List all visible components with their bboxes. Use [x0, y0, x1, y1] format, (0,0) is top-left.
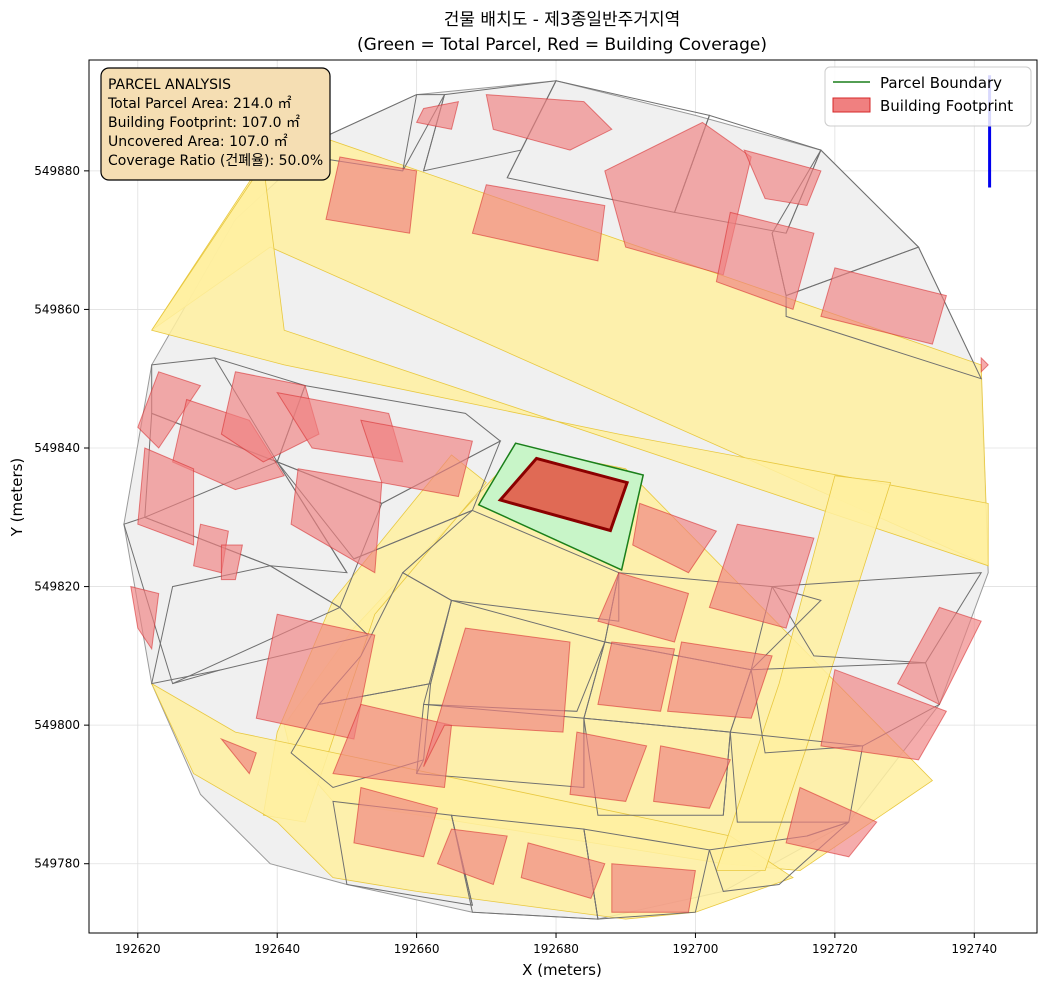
block-outline [123, 516, 341, 685]
building-footprint [715, 211, 815, 311]
building-footprint [325, 156, 418, 234]
block-outline [422, 599, 606, 712]
x-tick-label: 192660 [394, 942, 440, 956]
building-footprint [360, 419, 474, 498]
x-axis-ticks: 192620 192640 192660 192680 192700 192720 1927… [115, 933, 997, 956]
legend-building-footprint-swatch [832, 97, 871, 113]
building-footprint [785, 786, 878, 858]
building-footprint [220, 544, 244, 581]
building-footprint [653, 745, 732, 809]
building-footprint [332, 703, 453, 789]
y-tick-label: 549780 [34, 857, 80, 871]
road-polygon [150, 682, 794, 920]
building-footprint [471, 184, 606, 262]
map-layers [123, 75, 992, 920]
y-tick-label: 549820 [34, 580, 80, 594]
building-footprint [597, 641, 676, 712]
lot-line [172, 669, 222, 685]
info-box-heading: PARCEL ANALYSIS [108, 77, 231, 93]
lot-line [583, 641, 606, 719]
chart-title-line1: 건물 배치도 - 제3종일반주거지역 [444, 10, 680, 30]
building-footprint [485, 94, 613, 151]
y-tick-label: 549860 [34, 302, 80, 316]
x-tick-label: 192620 [115, 942, 161, 956]
legend-frame [824, 66, 1032, 127]
building-footprint [130, 585, 160, 651]
building-footprint [632, 502, 718, 574]
y-tick-label: 549840 [34, 441, 80, 455]
legend: Parcel Boundary Building Footprint [824, 66, 1032, 127]
building-footprint [743, 149, 822, 207]
x-tick-label: 192680 [533, 942, 579, 956]
plot-frame [88, 59, 1038, 934]
info-box-total-area: Total Parcel Area: 214.0 ㎡ [107, 96, 292, 112]
info-box-footprint: Building Footprint: 107.0 ㎡ [108, 115, 300, 131]
block-outline [401, 509, 620, 622]
building-footprint [436, 828, 508, 886]
block-outline [785, 246, 983, 380]
x-axis-label: X (meters) [522, 961, 602, 979]
building-footprint [220, 371, 320, 463]
road-polygon [151, 162, 989, 567]
building-footprint [415, 100, 460, 130]
building-footprint [708, 523, 815, 629]
building-footprint [896, 606, 982, 706]
target-parcel-layer [477, 442, 645, 571]
building-footprint [423, 627, 571, 767]
y-axis-label: Y (meters) [8, 458, 26, 538]
lot-line [430, 600, 452, 684]
x-tick-label: 192640 [254, 942, 300, 956]
building-footprint [666, 641, 773, 719]
plot-area: 192620 192640 192660 192680 192700 192720 1927… [34, 59, 1038, 956]
building-footprint [137, 371, 202, 449]
y-tick-label: 549800 [34, 718, 80, 732]
building-footprint [980, 356, 989, 373]
info-box-uncovered: Uncovered Area: 107.0 ㎡ [108, 134, 288, 150]
target-building [497, 456, 630, 533]
chart-title-line2: (Green = Total Parcel, Red = Building Co… [357, 35, 767, 55]
legend-building-footprint-label: Building Footprint [880, 97, 1013, 115]
legend-parcel-boundary-label: Parcel Boundary [880, 74, 1002, 92]
building-footprint [820, 669, 948, 761]
building-footprint [219, 737, 257, 775]
building-layer [130, 94, 989, 913]
x-tick-label: 192720 [812, 942, 858, 956]
building-footprint [597, 572, 690, 643]
building-footprint [353, 786, 439, 858]
building-footprint [820, 267, 948, 345]
lot-line [402, 94, 418, 171]
road-polygon [715, 475, 892, 871]
x-tick-label: 192740 [951, 942, 997, 956]
y-axis-ticks: 549780 549800 549820 549840 549860 549880 [34, 164, 89, 871]
lot-line [722, 732, 731, 816]
building-footprint [520, 842, 606, 900]
building-footprint [611, 863, 696, 913]
x-tick-label: 192700 [673, 942, 719, 956]
y-tick-label: 549880 [34, 164, 80, 178]
info-box-frame [100, 67, 331, 181]
building-footprint [290, 468, 383, 574]
building-footprint [569, 731, 648, 802]
info-box: PARCEL ANALYSIS Total Parcel Area: 214.0… [100, 67, 331, 181]
info-box-coverage-ratio: Coverage Ratio (건폐율): 50.0% [108, 153, 323, 169]
building-footprint [137, 447, 195, 546]
